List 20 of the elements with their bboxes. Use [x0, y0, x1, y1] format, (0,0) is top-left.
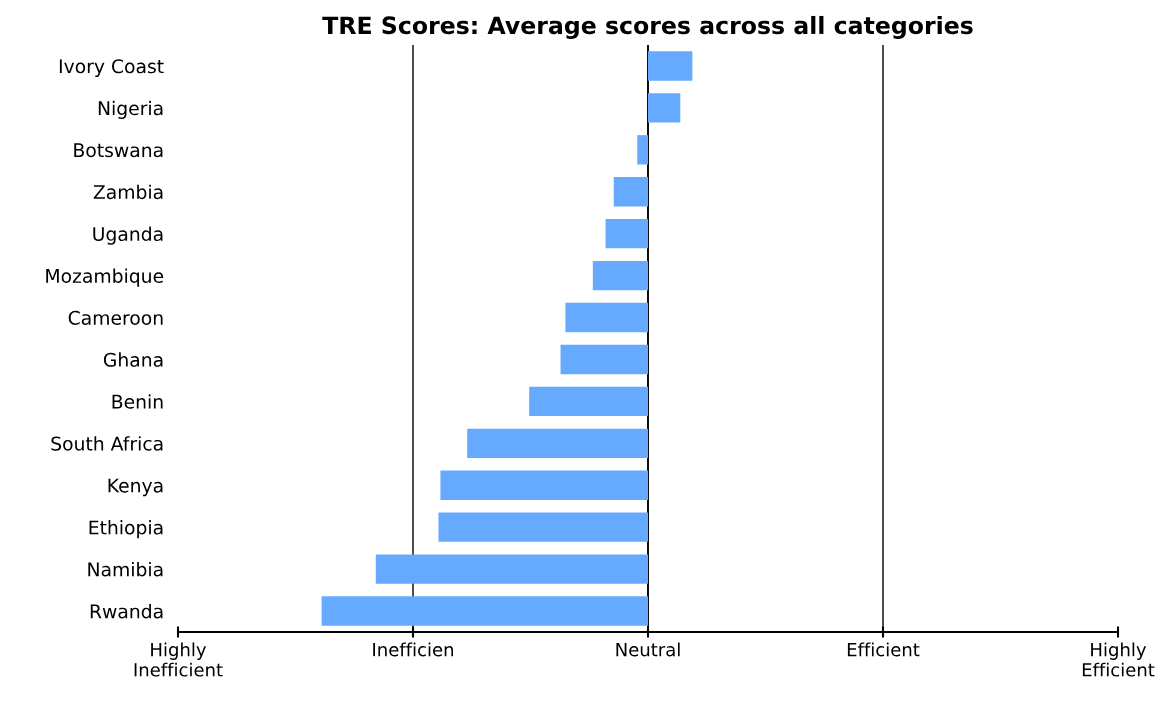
- y-tick-label: Cameroon: [68, 310, 163, 325]
- y-tick-label: Uganda: [93, 226, 163, 245]
- text: Efficient: [847, 642, 920, 657]
- y-tick-label: Kenya: [108, 478, 163, 497]
- text: Highly Inefficient: [134, 642, 223, 677]
- chart-title: TRE Scores: Average scores across all categories: [322, 15, 973, 39]
- y-tick-label: Rwanda: [90, 603, 163, 619]
- text: Neutral: [616, 642, 680, 657]
- y-tick-label: Ghana: [103, 352, 163, 367]
- y-tick-label: Nigeria: [98, 100, 163, 119]
- text: Highly Efficient: [1082, 642, 1155, 677]
- y-tick-label: Mozambique: [46, 268, 164, 287]
- y-tick-label: South Africa: [51, 436, 163, 451]
- y-tick-label: Botswana: [74, 143, 163, 158]
- y-tick-label: Ethiopia: [89, 520, 163, 539]
- text: Inefficien: [373, 642, 454, 657]
- y-tick-label: Namibia: [88, 561, 163, 577]
- y-tick-label: Ivory Coast: [59, 59, 164, 77]
- y-tick-label: Zambia: [93, 184, 163, 200]
- y-tick-label: Benin: [112, 394, 163, 409]
